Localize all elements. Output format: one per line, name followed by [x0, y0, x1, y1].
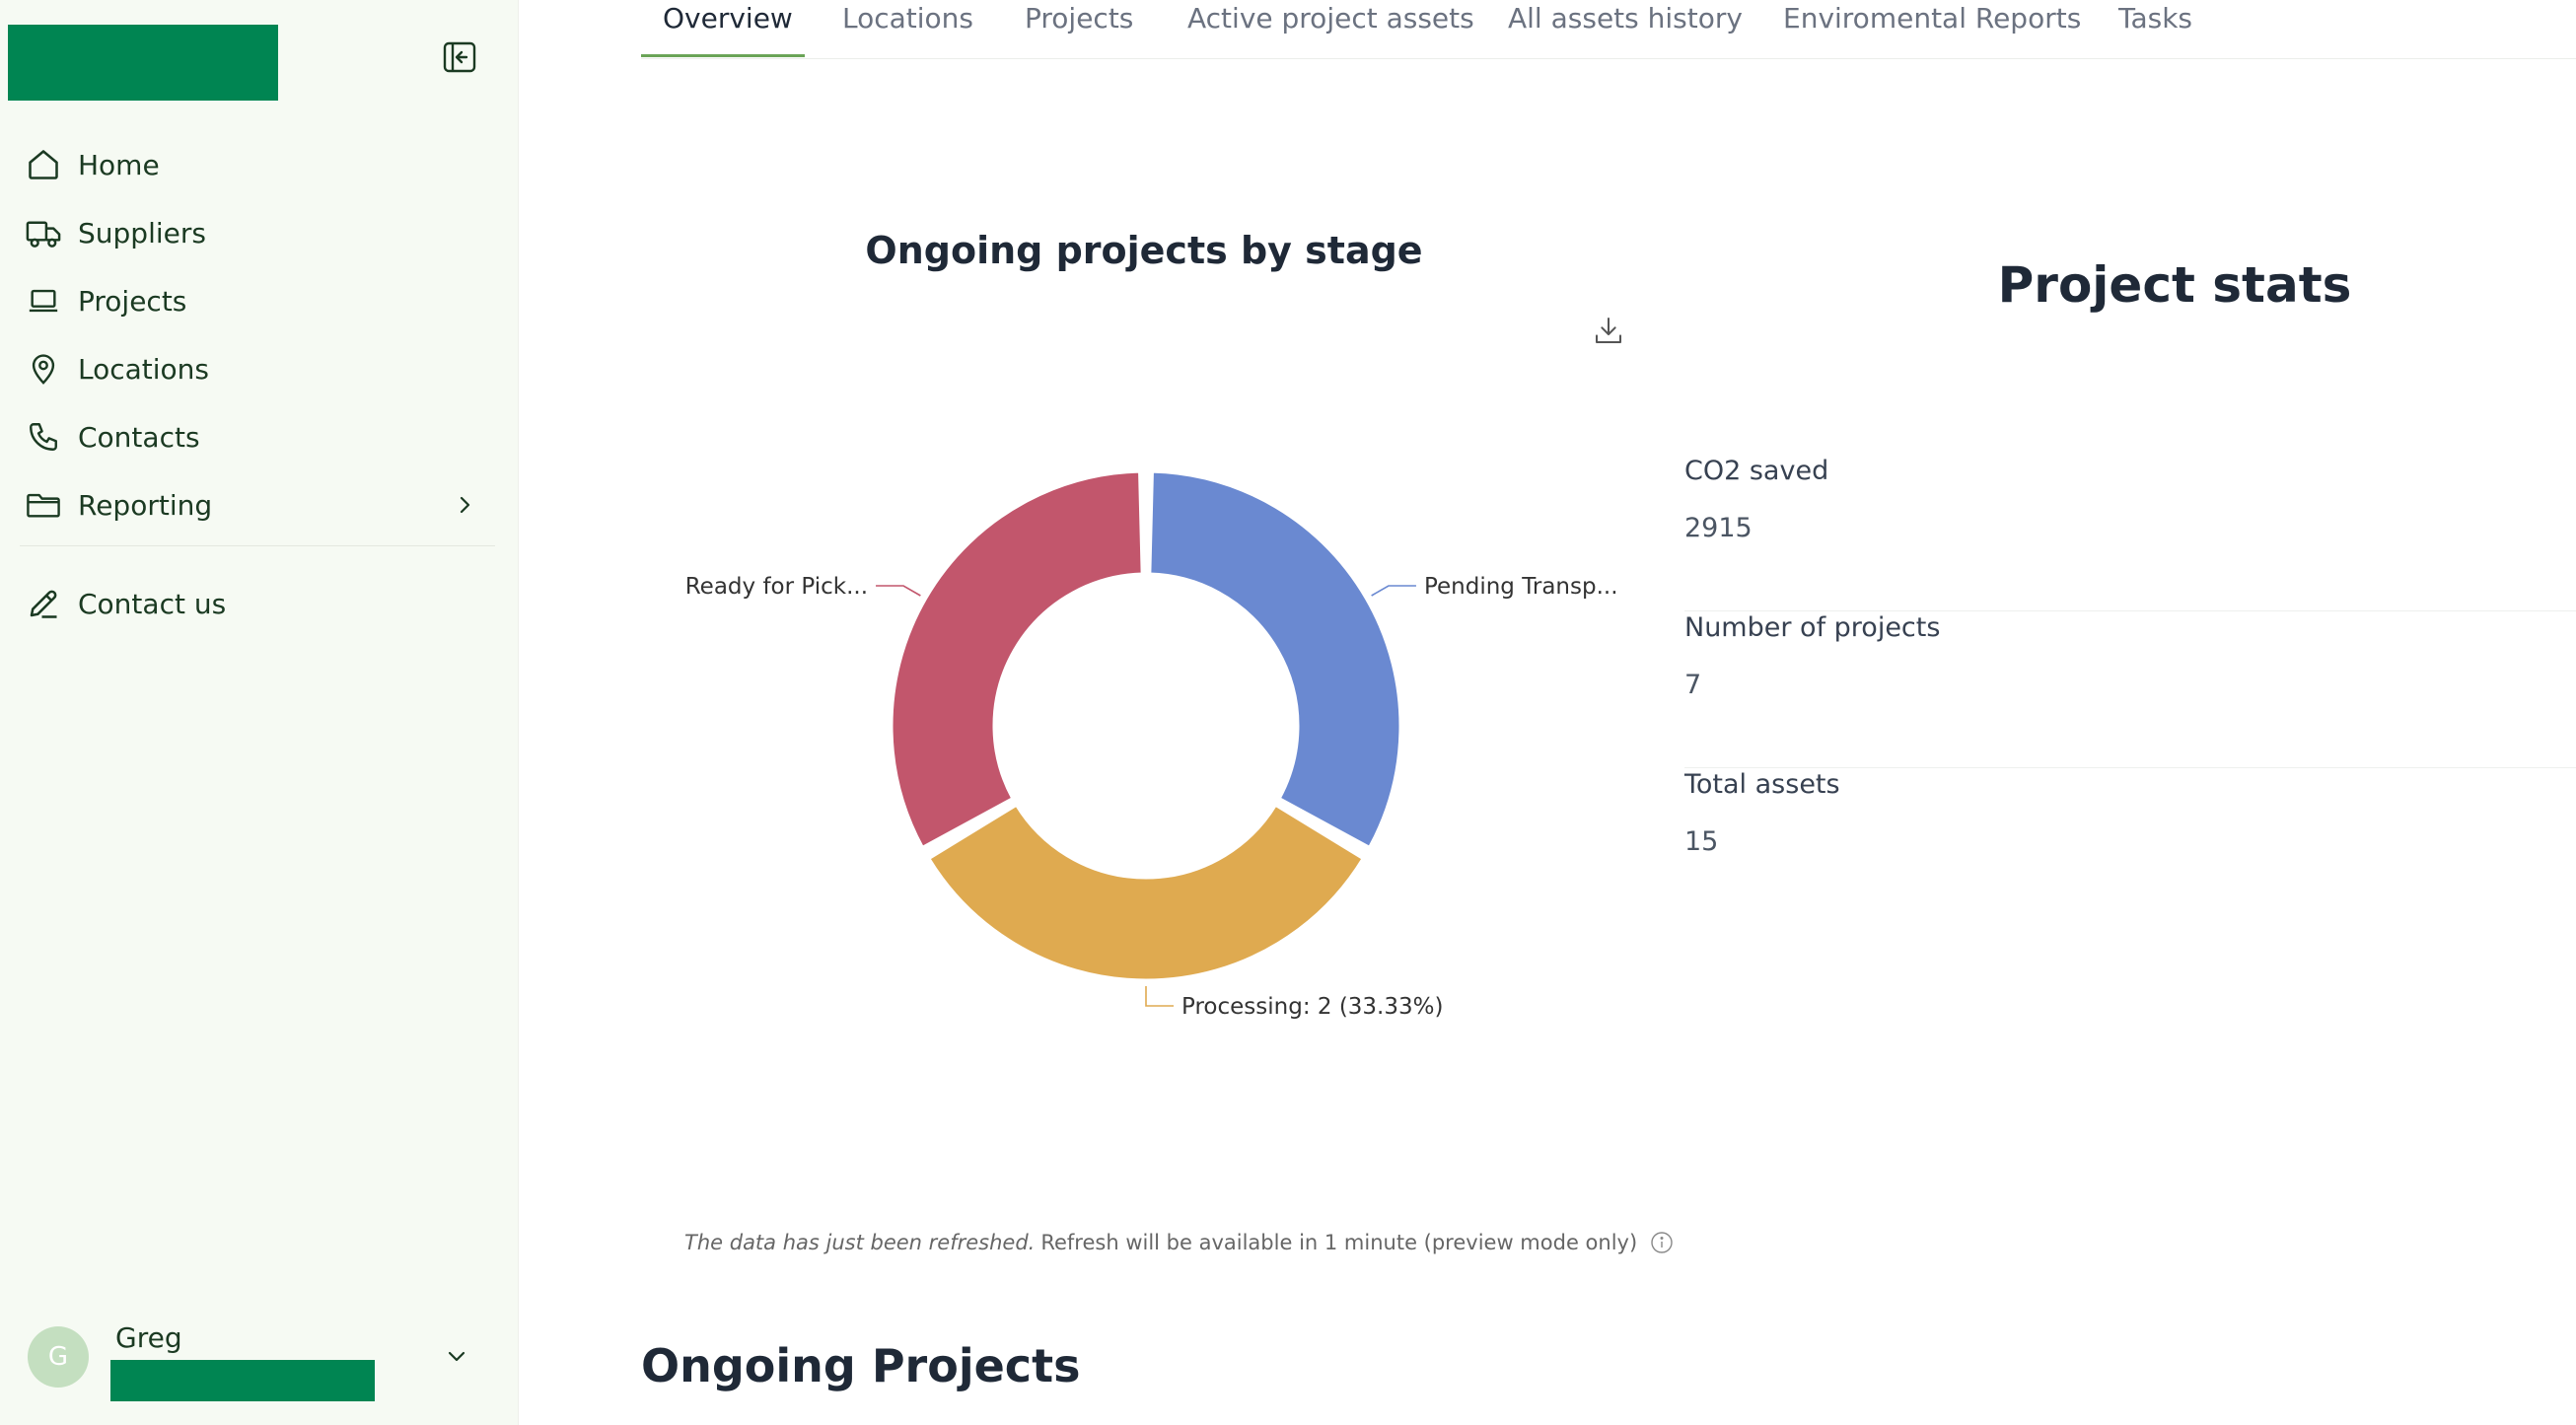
tab-environmental-reports[interactable]: Enviromental Reports — [1783, 2, 2082, 35]
chart-label-line — [1371, 585, 1416, 597]
stat-label: Number of projects — [1684, 612, 1941, 643]
stat-label: Total assets — [1684, 769, 1840, 800]
sidebar-item-contacts[interactable]: Contacts — [0, 407, 499, 466]
stat-value: 7 — [1684, 670, 1702, 700]
chart-slice[interactable] — [890, 469, 1144, 849]
chart-slice[interactable] — [927, 803, 1365, 982]
tab-tasks[interactable]: Tasks — [2118, 2, 2193, 35]
stat-total-assets: Total assets 15 — [1684, 769, 2576, 925]
home-icon — [24, 145, 63, 184]
chart-label-line — [876, 585, 921, 597]
sidebar-item-label: Reporting — [78, 488, 213, 522]
tab-bar — [641, 0, 2576, 59]
tab-overview[interactable]: Overview — [663, 2, 793, 35]
sidebar-item-label: Projects — [78, 284, 187, 318]
user-name: Greg — [115, 1321, 182, 1354]
chart-slice-label: Pending Transp... — [1424, 574, 1618, 600]
stat-label: CO2 saved — [1684, 456, 1829, 486]
sidebar: Home Suppliers Projects Locations Contac… — [0, 0, 519, 1425]
donut-chart: Pending Transp... Processing: 2 (33.33%) R… — [685, 469, 1618, 1020]
tab-active-project-assets[interactable]: Active project assets — [1187, 2, 1474, 35]
tab-all-assets-history[interactable]: All assets history — [1508, 2, 1743, 35]
stat-number-of-projects: Number of projects 7 — [1684, 612, 2576, 768]
sidebar-item-locations[interactable]: Locations — [0, 339, 499, 398]
chart-slice[interactable] — [1148, 469, 1402, 849]
info-icon[interactable] — [1649, 1230, 1675, 1255]
user-menu[interactable]: G Greg — [0, 1302, 519, 1425]
sidebar-item-projects[interactable]: Projects — [0, 271, 499, 330]
stat-value: 15 — [1684, 826, 1719, 857]
avatar: G — [28, 1326, 89, 1388]
stat-co2-saved: CO2 saved 2915 — [1684, 456, 2576, 611]
tab-projects[interactable]: Projects — [1025, 2, 1134, 35]
chart-slice-label: Processing: 2 (33.33%) — [1181, 994, 1443, 1020]
refresh-note-text: Refresh will be available in 1 minute (p… — [1040, 1231, 1638, 1254]
project-stats-title: Project stats — [1997, 256, 2352, 314]
stat-value: 2915 — [1684, 513, 1753, 543]
refresh-note-italic: The data has just been refreshed. — [684, 1231, 1036, 1254]
sidebar-item-label: Suppliers — [78, 216, 206, 249]
contact-us-label: Contact us — [78, 587, 227, 620]
chevron-right-icon — [450, 490, 479, 520]
sidebar-item-contact-us[interactable]: Contact us — [0, 574, 499, 633]
sidebar-item-label: Contacts — [78, 420, 200, 454]
folder-icon — [24, 485, 63, 525]
download-icon[interactable] — [1590, 312, 1627, 349]
refresh-note: The data has just been refreshed. Refres… — [684, 1230, 1675, 1255]
sidebar-divider — [20, 545, 495, 546]
collapse-sidebar-icon[interactable] — [440, 39, 479, 75]
active-tab-indicator — [641, 54, 805, 57]
ongoing-projects-title: Ongoing Projects — [641, 1339, 1081, 1392]
chart-slice-label: Ready for Pick... — [685, 574, 868, 600]
pen-icon — [24, 584, 63, 623]
chart-label-line — [1145, 986, 1174, 1007]
sidebar-item-label: Locations — [78, 352, 210, 386]
sidebar-item-home[interactable]: Home — [0, 135, 499, 194]
tab-locations[interactable]: Locations — [842, 2, 974, 35]
chart-title: Ongoing projects by stage — [865, 229, 1423, 272]
phone-icon — [24, 417, 63, 457]
truck-icon — [24, 213, 63, 252]
sidebar-item-reporting[interactable]: Reporting — [0, 475, 499, 534]
sidebar-item-label: Home — [78, 148, 160, 181]
chevron-down-icon — [442, 1341, 471, 1371]
laptop-icon — [24, 281, 63, 321]
user-email-redacted — [110, 1360, 375, 1401]
logo[interactable] — [8, 25, 278, 101]
map-pin-icon — [24, 349, 63, 389]
sidebar-item-suppliers[interactable]: Suppliers — [0, 203, 499, 262]
